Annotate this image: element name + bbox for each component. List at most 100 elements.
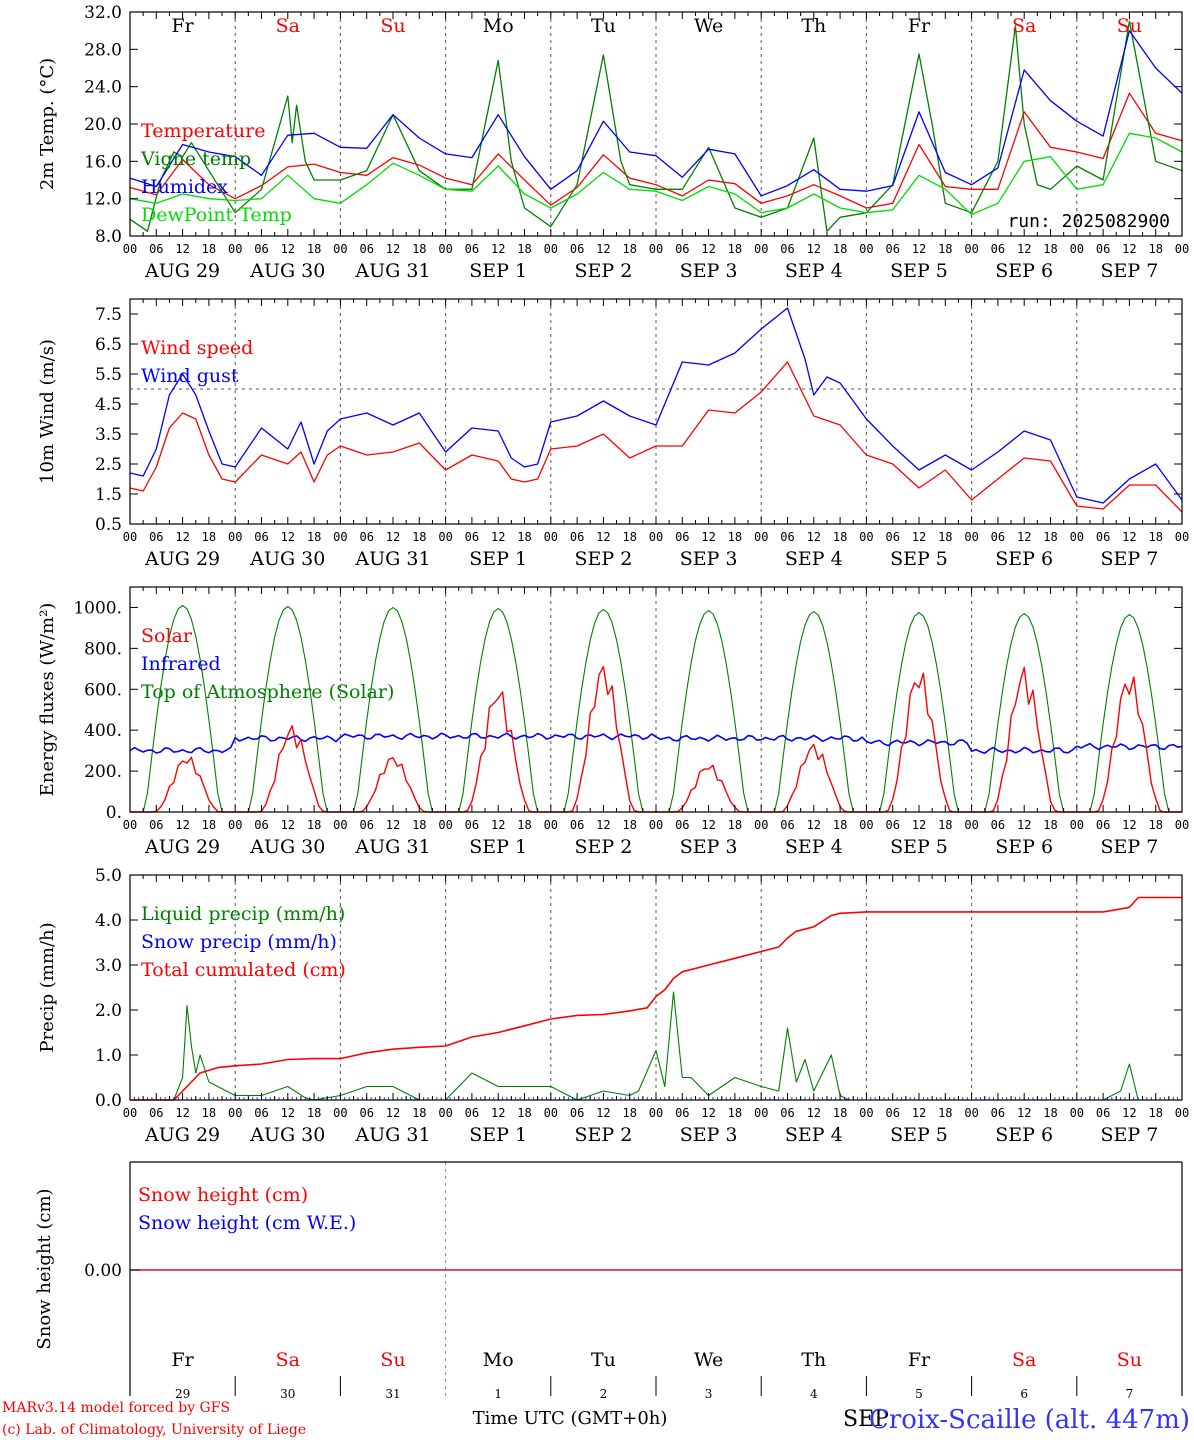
series-line-2 [129, 732, 1183, 755]
hour-tick-label: 18 [833, 1106, 847, 1120]
hour-tick-label: 06 [780, 242, 794, 256]
day-abbr-label: We [694, 15, 723, 37]
y-axis-label: 2m Temp. (°C) [37, 58, 58, 190]
hour-tick-label: 18 [1148, 530, 1162, 544]
hour-tick-label: 18 [307, 530, 321, 544]
footer-model: MARv3.14 model forced by GFS [2, 1400, 230, 1416]
hour-tick-label: 18 [412, 1106, 426, 1120]
day-number-label: 1 [494, 1387, 502, 1401]
hour-tick-label: 06 [254, 530, 268, 544]
hour-tick-label: 00 [544, 818, 558, 832]
day-abbr-label: Mo [483, 15, 514, 37]
day-abbr-label: Su [1117, 1349, 1142, 1371]
hour-tick-label: 12 [1017, 1106, 1031, 1120]
date-label: SEP 2 [574, 260, 632, 282]
hour-tick-label: 12 [386, 530, 400, 544]
y-tick-label: 7.5 [95, 305, 122, 325]
hour-tick-label: 00 [754, 1106, 768, 1120]
hour-tick-label: 00 [754, 530, 768, 544]
hour-tick-label: 18 [1148, 1106, 1162, 1120]
hour-tick-label: 00 [1070, 530, 1084, 544]
day-number-label: 29 [175, 1387, 190, 1401]
series-line-3 [130, 896, 1182, 1101]
hour-tick-label: 18 [517, 242, 531, 256]
date-label: SEP 3 [680, 260, 738, 282]
hour-tick-label: 06 [675, 242, 689, 256]
date-label: SEP 4 [785, 548, 843, 570]
hour-tick-label: 12 [701, 242, 715, 256]
hour-tick-label: 06 [675, 530, 689, 544]
hour-tick-label: 18 [833, 818, 847, 832]
y-tick-label: 24.0 [84, 78, 122, 98]
y-tick-label: 600. [84, 680, 122, 700]
hour-tick-label: 18 [938, 818, 952, 832]
hour-tick-label: 18 [938, 242, 952, 256]
hour-tick-label: 00 [123, 1106, 137, 1120]
day-number-label: 5 [915, 1387, 923, 1401]
hour-tick-label: 12 [912, 818, 926, 832]
hour-tick-label: 12 [175, 818, 189, 832]
hour-tick-label: 18 [202, 1106, 216, 1120]
date-label: AUG 31 [354, 260, 430, 282]
hour-tick-label: 00 [1175, 818, 1189, 832]
y-tick-label: 20.0 [84, 115, 122, 135]
hour-tick-label: 12 [1122, 530, 1136, 544]
y-tick-label: 4.5 [95, 395, 122, 415]
series-line-1 [129, 361, 1183, 513]
day-abbr-label: Th [801, 1349, 826, 1371]
hour-tick-label: 12 [1017, 530, 1031, 544]
y-tick-label: 0.0 [95, 1091, 122, 1111]
hour-tick-label: 12 [281, 818, 295, 832]
hour-tick-label: 18 [307, 242, 321, 256]
hour-tick-label: 06 [465, 818, 479, 832]
hour-tick-label: 18 [1148, 242, 1162, 256]
y-tick-label: 0.00 [84, 1261, 122, 1281]
series-line-4 [129, 132, 1183, 216]
y-tick-label: 4.0 [95, 911, 122, 931]
day-abbr-label: Sa [1012, 15, 1036, 37]
hour-tick-label: 18 [938, 1106, 952, 1120]
day-number-label: 4 [810, 1387, 818, 1401]
hour-tick-label: 18 [307, 1106, 321, 1120]
hour-tick-label: 12 [807, 242, 821, 256]
date-label: AUG 31 [354, 836, 430, 858]
hour-tick-label: 06 [465, 242, 479, 256]
hour-tick-label: 18 [728, 818, 742, 832]
hour-tick-label: 12 [1017, 242, 1031, 256]
hour-tick-label: 06 [149, 530, 163, 544]
y-axis-label: Energy fluxes (W/m²) [37, 603, 58, 797]
hour-tick-label: 06 [991, 242, 1005, 256]
footer-xlabel: Time UTC (GMT+0h) [473, 1408, 668, 1429]
series-line-1 [129, 92, 1183, 209]
date-label: SEP 4 [785, 836, 843, 858]
hour-tick-label: 18 [728, 1106, 742, 1120]
date-label: AUG 31 [354, 548, 430, 570]
date-label: SEP 6 [995, 548, 1053, 570]
hour-tick-label: 00 [228, 530, 242, 544]
series-line-1 [130, 991, 1182, 1101]
y-tick-label: 200. [84, 762, 122, 782]
date-label: SEP 5 [890, 1124, 948, 1146]
date-label: SEP 6 [995, 836, 1053, 858]
hour-tick-label: 06 [991, 530, 1005, 544]
hour-tick-label: 06 [1096, 242, 1110, 256]
date-label: SEP 1 [469, 836, 527, 858]
hour-tick-label: 18 [412, 530, 426, 544]
hour-tick-label: 00 [649, 242, 663, 256]
day-abbr-label: Tu [591, 15, 616, 37]
hour-tick-label: 06 [780, 818, 794, 832]
day-number-label: 7 [1126, 1387, 1134, 1401]
station-title: Croix-Scaille (alt. 447m) [869, 1405, 1190, 1435]
hour-tick-label: 00 [1070, 818, 1084, 832]
hour-tick-label: 06 [149, 242, 163, 256]
hour-tick-label: 00 [1175, 530, 1189, 544]
hour-tick-label: 00 [123, 530, 137, 544]
hour-tick-label: 18 [622, 530, 636, 544]
date-label: AUG 30 [249, 1124, 325, 1146]
date-label: SEP 5 [890, 548, 948, 570]
hour-tick-label: 06 [885, 530, 899, 544]
y-tick-label: 1.5 [95, 485, 122, 505]
run-annotation: run: 2025082900 [1007, 211, 1170, 232]
y-tick-label: 1.0 [95, 1046, 122, 1066]
hour-tick-label: 00 [438, 818, 452, 832]
